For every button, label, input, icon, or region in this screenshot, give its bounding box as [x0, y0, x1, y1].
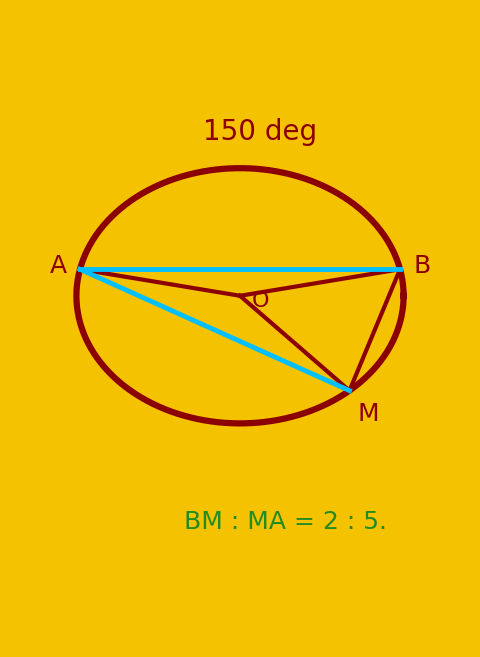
- Text: M: M: [358, 402, 379, 426]
- Text: O: O: [252, 290, 269, 311]
- Text: A: A: [50, 254, 67, 278]
- Text: 150 deg: 150 deg: [203, 118, 317, 146]
- Text: B: B: [413, 254, 431, 278]
- Text: BM : MA = 2 : 5.: BM : MA = 2 : 5.: [184, 510, 387, 533]
